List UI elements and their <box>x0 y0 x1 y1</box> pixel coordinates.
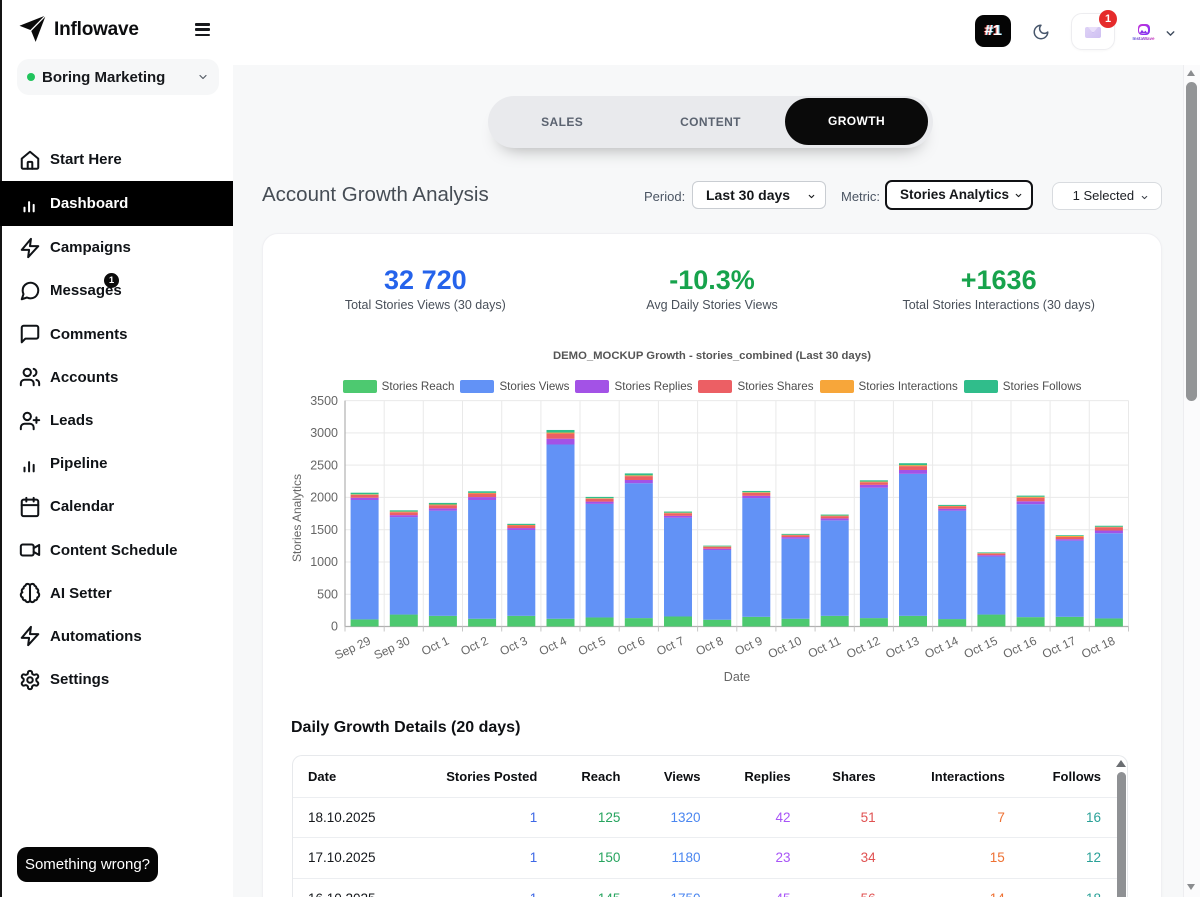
svg-text:Oct 2: Oct 2 <box>458 633 490 658</box>
svg-text:Oct 6: Oct 6 <box>615 633 647 658</box>
svg-text:Oct 8: Oct 8 <box>694 633 726 658</box>
svg-text:Oct 13: Oct 13 <box>883 633 921 661</box>
svg-text:Oct 15: Oct 15 <box>962 633 1000 661</box>
svg-text:Oct 10: Oct 10 <box>766 633 804 661</box>
svg-text:Oct 5: Oct 5 <box>576 633 608 658</box>
svg-text:Stories Analytics: Stories Analytics <box>290 474 304 562</box>
svg-text:3500: 3500 <box>310 395 338 408</box>
svg-text:3000: 3000 <box>310 426 338 440</box>
svg-text:Oct 7: Oct 7 <box>654 633 686 658</box>
svg-text:Sep 29: Sep 29 <box>332 633 373 662</box>
svg-text:Oct 9: Oct 9 <box>733 633 765 658</box>
svg-text:2000: 2000 <box>310 491 338 505</box>
svg-text:Oct 4: Oct 4 <box>537 633 569 658</box>
svg-text:500: 500 <box>317 587 338 601</box>
svg-text:Oct 1: Oct 1 <box>419 633 451 658</box>
svg-text:Oct 18: Oct 18 <box>1079 633 1117 661</box>
svg-text:0: 0 <box>331 620 338 634</box>
svg-text:Oct 14: Oct 14 <box>923 633 961 661</box>
svg-text:Oct 16: Oct 16 <box>1001 633 1039 661</box>
svg-text:2500: 2500 <box>310 458 338 472</box>
svg-text:Date: Date <box>724 670 750 684</box>
svg-text:Oct 11: Oct 11 <box>806 633 843 660</box>
svg-text:1500: 1500 <box>310 523 338 537</box>
svg-text:Sep 30: Sep 30 <box>372 633 413 662</box>
svg-text:1000: 1000 <box>310 555 338 569</box>
svg-text:Oct 3: Oct 3 <box>498 633 530 658</box>
svg-text:Oct 12: Oct 12 <box>844 633 882 661</box>
svg-text:Oct 17: Oct 17 <box>1040 633 1078 661</box>
